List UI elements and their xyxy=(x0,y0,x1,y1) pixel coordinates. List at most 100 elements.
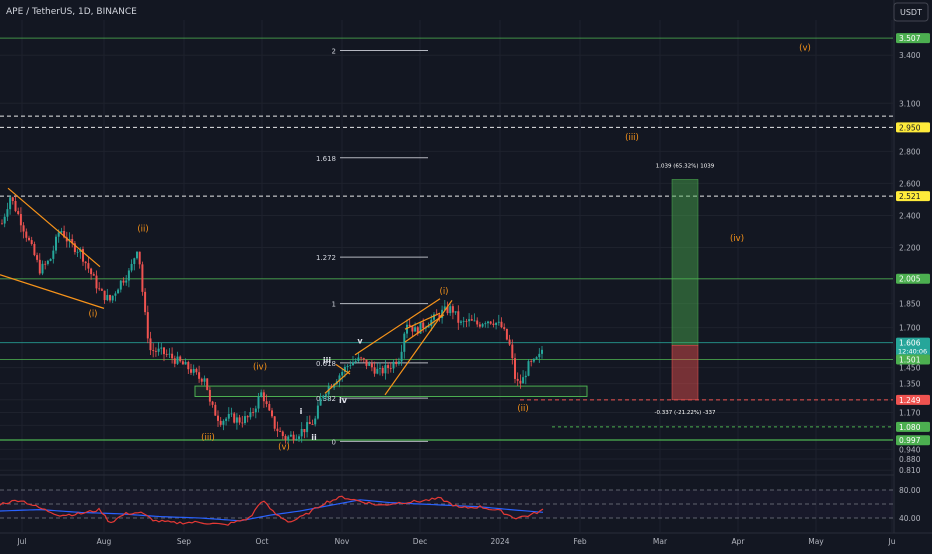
minor-wave-label[interactable]: v xyxy=(357,337,363,346)
minor-wave-label[interactable]: iii xyxy=(323,356,331,365)
candle-body xyxy=(211,401,214,405)
fib-level-label: 0.618 xyxy=(316,360,336,368)
time-axis-label: Feb xyxy=(573,537,587,546)
candle-body xyxy=(208,389,211,402)
horizontal-levels[interactable] xyxy=(0,37,893,441)
candle-body xyxy=(206,378,209,390)
candle-body xyxy=(338,375,341,382)
candle-body xyxy=(446,306,449,314)
price-badge xyxy=(896,273,930,284)
trendline[interactable] xyxy=(404,312,441,330)
major-wave-label[interactable]: (iii) xyxy=(625,133,639,143)
candle-body xyxy=(192,368,195,373)
candle-body xyxy=(303,429,306,433)
candle-body xyxy=(95,275,98,289)
major-wave-label[interactable]: (v) xyxy=(278,442,290,452)
candle-body xyxy=(254,408,257,413)
trendline[interactable] xyxy=(354,298,441,356)
candle-body xyxy=(179,356,182,362)
candle-body xyxy=(268,403,271,411)
price-badge-label: 2.521 xyxy=(899,192,921,201)
trendline[interactable] xyxy=(384,300,453,396)
candle-body xyxy=(438,315,441,319)
minor-wave-label[interactable]: iv xyxy=(339,396,348,405)
candle-body xyxy=(214,404,217,416)
candle-body xyxy=(379,367,381,369)
candle-body xyxy=(109,295,111,301)
candle-body xyxy=(430,319,433,327)
trendline-drawings[interactable] xyxy=(0,187,453,396)
candle-body xyxy=(325,394,327,396)
major-wave-label[interactable]: (i) xyxy=(440,287,449,297)
major-wave-label[interactable]: (ii) xyxy=(137,224,148,234)
candle-body xyxy=(87,263,90,269)
candle-body xyxy=(252,412,255,413)
time-axis[interactable]: Jul Aug Sep Oct Nov Dec 2024 Feb Mar Apr May Ju xyxy=(0,532,932,550)
price-badge-label: 1.080 xyxy=(899,423,921,432)
price-badge xyxy=(896,394,930,405)
candle-body xyxy=(287,436,290,440)
candle-body xyxy=(98,288,101,290)
minor-wave-label[interactable]: ii xyxy=(311,433,317,442)
price-badge xyxy=(896,435,930,446)
candle-body xyxy=(14,200,17,212)
candlestick-series xyxy=(1,195,543,445)
candle-body xyxy=(117,289,120,294)
major-wave-label[interactable]: (i) xyxy=(89,309,98,319)
currency-button[interactable]: USDT xyxy=(900,8,922,17)
candle-body xyxy=(76,251,79,253)
trendline[interactable] xyxy=(7,187,101,268)
price-axis-tick: 0.940 xyxy=(899,445,921,454)
price-axis-tick: 1.170 xyxy=(899,409,921,418)
major-wave-label[interactable]: (ii) xyxy=(517,404,528,414)
candle-body xyxy=(176,356,179,364)
time-axis-label: Jul xyxy=(16,537,26,546)
candle-body xyxy=(195,368,198,373)
candle-body xyxy=(184,362,187,365)
support-zone-box[interactable] xyxy=(194,385,588,397)
candle-body xyxy=(316,405,319,419)
candle-body xyxy=(9,197,12,210)
candle-body xyxy=(136,251,138,259)
major-wave-label[interactable]: (iii) xyxy=(201,433,215,443)
minor-wave-label[interactable]: i xyxy=(300,407,303,416)
candle-body xyxy=(49,258,52,261)
major-wave-label[interactable]: (iv) xyxy=(730,234,744,244)
candle-body xyxy=(314,418,317,425)
candle-body xyxy=(492,323,495,325)
candle-body xyxy=(357,357,360,362)
major-wave-label[interactable]: (iv) xyxy=(253,362,267,372)
trendline[interactable] xyxy=(404,314,445,343)
candle-body xyxy=(387,365,390,369)
price-axis-tick: 2.600 xyxy=(899,179,921,188)
elliott-wave-labels[interactable]: (i)(ii)(iii)(iv)(v)iiiiiiivv(i)(ii)(iii)… xyxy=(89,43,811,452)
price-badge-label: 2.950 xyxy=(899,123,921,132)
rsi-indicator-pane[interactable] xyxy=(0,489,893,526)
currency-button-frame[interactable] xyxy=(893,2,929,22)
trendline[interactable] xyxy=(324,370,351,394)
candle-body xyxy=(200,378,203,382)
position-stop-zone[interactable] xyxy=(671,344,699,401)
candle-body xyxy=(403,333,406,352)
price-axis-tick: 0.880 xyxy=(899,455,921,464)
fib-level-label: 0 xyxy=(332,438,336,446)
major-wave-label[interactable]: (v) xyxy=(799,43,811,53)
candle-body xyxy=(524,375,527,378)
trendline[interactable] xyxy=(0,274,105,309)
fib-level-label: 1 xyxy=(332,301,336,309)
candle-body xyxy=(276,428,279,432)
candle-body xyxy=(90,268,93,275)
candle-body xyxy=(111,295,114,301)
candle-body xyxy=(457,311,460,323)
position-target-zone[interactable] xyxy=(671,179,699,346)
candle-body xyxy=(468,319,471,322)
candle-body xyxy=(160,347,163,349)
grid-lines xyxy=(0,20,932,532)
long-position-tool[interactable]: 1.039 (65.32%) 1039 -0.337 (-21.22%) -337 xyxy=(655,163,716,415)
candle-body xyxy=(460,321,462,323)
price-axis-tick: 2.400 xyxy=(899,211,921,220)
candle-body xyxy=(41,263,44,274)
